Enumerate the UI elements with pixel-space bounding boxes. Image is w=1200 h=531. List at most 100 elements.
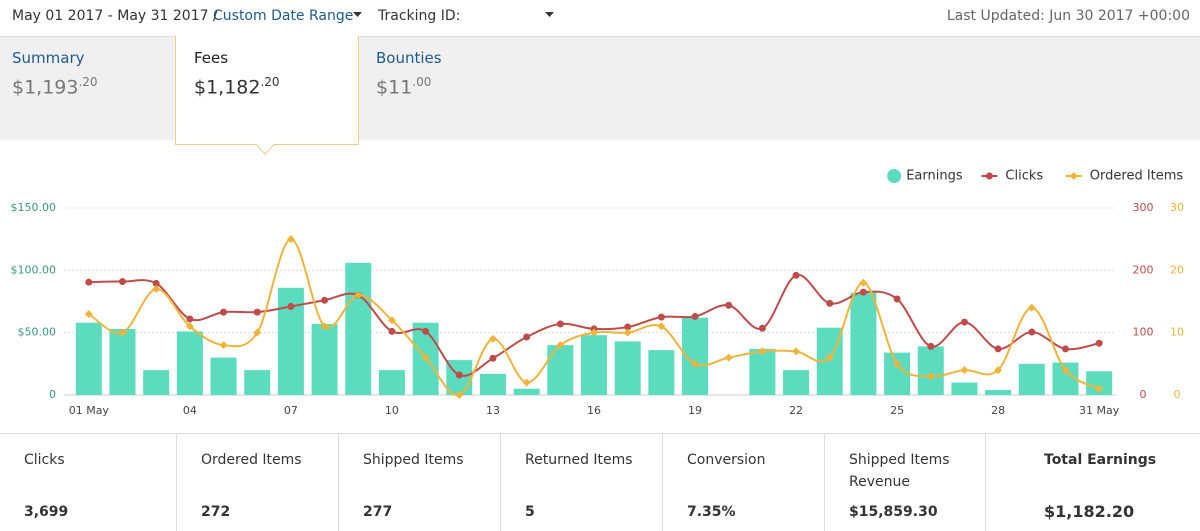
tracking-label: Tracking ID: — [378, 8, 461, 24]
y2-tick-label: 100 — [1133, 326, 1154, 339]
x-tick-label: 28 — [991, 404, 1005, 417]
point-marker — [286, 235, 295, 244]
point-marker — [84, 309, 93, 318]
y3-tick-label: 20 — [1170, 263, 1184, 276]
point-marker — [624, 323, 632, 331]
point-marker — [1028, 328, 1036, 336]
point-marker — [388, 327, 396, 335]
stat-value: $1,182.20 — [1044, 502, 1135, 521]
stat-value: 3,699 — [24, 504, 69, 520]
bar — [749, 348, 776, 395]
point-marker — [859, 288, 867, 296]
bar — [378, 370, 405, 395]
x-tick-label: 04 — [183, 404, 197, 417]
point-marker — [522, 378, 531, 387]
stat-value: 272 — [201, 504, 231, 520]
point-marker — [321, 296, 329, 304]
stat-label: Shipped Items Revenue — [849, 452, 950, 490]
point-marker — [590, 328, 598, 337]
stat: Total Earnings $1,182.20 — [985, 434, 1200, 531]
stat-label: Ordered Items — [201, 452, 302, 468]
bar — [783, 370, 810, 395]
bar — [311, 323, 338, 395]
point-marker — [725, 301, 733, 309]
point-marker — [826, 299, 834, 307]
point-marker — [152, 279, 160, 287]
bar — [884, 352, 911, 395]
tab[interactable]: Summary $1,193.20 — [12, 49, 98, 98]
x-tick-label: 22 — [789, 404, 803, 417]
bar — [985, 390, 1012, 395]
stat-label: Clicks — [24, 452, 65, 468]
tab-label: Fees — [194, 49, 229, 67]
stat-value: 7.35% — [687, 504, 736, 520]
bar — [850, 292, 877, 395]
point-marker — [893, 295, 901, 303]
stat-value: $15,859.30 — [849, 504, 938, 520]
y2-tick-label: 0 — [1140, 388, 1147, 401]
bar — [75, 322, 102, 395]
bar — [614, 341, 641, 395]
point-marker — [691, 312, 699, 320]
range-dropdown[interactable]: Custom Date Range — [213, 8, 354, 24]
point-marker — [1095, 339, 1103, 347]
point-marker — [422, 327, 430, 335]
tab[interactable]: Fees $1,182.20 — [194, 49, 280, 98]
point-marker — [253, 328, 262, 337]
tab-amount: $1,193.20 — [12, 75, 98, 98]
stat-label: Total Earnings — [1044, 452, 1157, 468]
stat: Shipped Items 277 — [338, 434, 501, 531]
y-tick-label: $150.00 — [11, 201, 57, 214]
y3-tick-label: 10 — [1170, 326, 1184, 339]
point-marker — [926, 372, 935, 381]
legend-label: Ordered Items — [1090, 169, 1184, 184]
point-marker — [657, 322, 666, 331]
bar — [176, 331, 203, 395]
point-marker — [556, 320, 564, 328]
stat-label: Returned Items — [525, 452, 633, 468]
point-marker — [724, 353, 733, 362]
point-marker — [320, 322, 329, 331]
point-marker — [85, 278, 93, 286]
bar — [648, 350, 675, 395]
point-marker — [488, 334, 497, 343]
point-marker — [287, 302, 295, 310]
top-bar: May 01 2017 - May 31 2017 / Custom Date … — [0, 0, 1200, 37]
legend-marker — [1069, 172, 1078, 180]
selected-tab-box — [175, 36, 359, 155]
y2-tick-label: 300 — [1133, 201, 1154, 214]
point-marker — [1061, 345, 1069, 353]
x-tick-label: 31 May — [1079, 404, 1120, 417]
point-marker — [758, 324, 766, 332]
point-marker — [893, 359, 902, 368]
stats-row: Clicks 3,699 Ordered Items 272 Shipped Items… — [0, 433, 1200, 531]
bar — [479, 373, 506, 395]
point-marker — [220, 308, 228, 316]
x-tick-label: 01 May — [69, 404, 110, 417]
bar — [917, 346, 944, 395]
bar — [513, 388, 540, 395]
point-marker — [421, 353, 430, 362]
stat-value: 5 — [525, 504, 535, 520]
tracking-dropdown[interactable] — [545, 12, 554, 18]
point-marker — [152, 285, 161, 294]
tab[interactable]: Bounties $11.00 — [376, 49, 442, 98]
dropdown-arrow[interactable] — [353, 12, 362, 18]
legend-marker — [887, 169, 902, 183]
point-marker — [119, 278, 127, 286]
stat-label: Shipped Items — [363, 452, 464, 468]
x-tick-label: 25 — [890, 404, 904, 417]
bar — [581, 335, 607, 395]
stat: Ordered Items 272 — [176, 434, 339, 531]
stat: Shipped Items Revenue $15,859.30 — [824, 434, 986, 531]
point-marker — [994, 345, 1002, 353]
cents: .20 — [260, 75, 280, 89]
point-marker — [691, 359, 700, 368]
amount: $11 — [376, 76, 413, 99]
x-tick-label: 19 — [688, 404, 702, 417]
point-marker — [960, 318, 968, 326]
point-marker — [792, 271, 800, 279]
point-marker — [792, 347, 801, 356]
last-updated: Last Updated: Jun 30 2017 +00:00 — [946, 8, 1190, 24]
